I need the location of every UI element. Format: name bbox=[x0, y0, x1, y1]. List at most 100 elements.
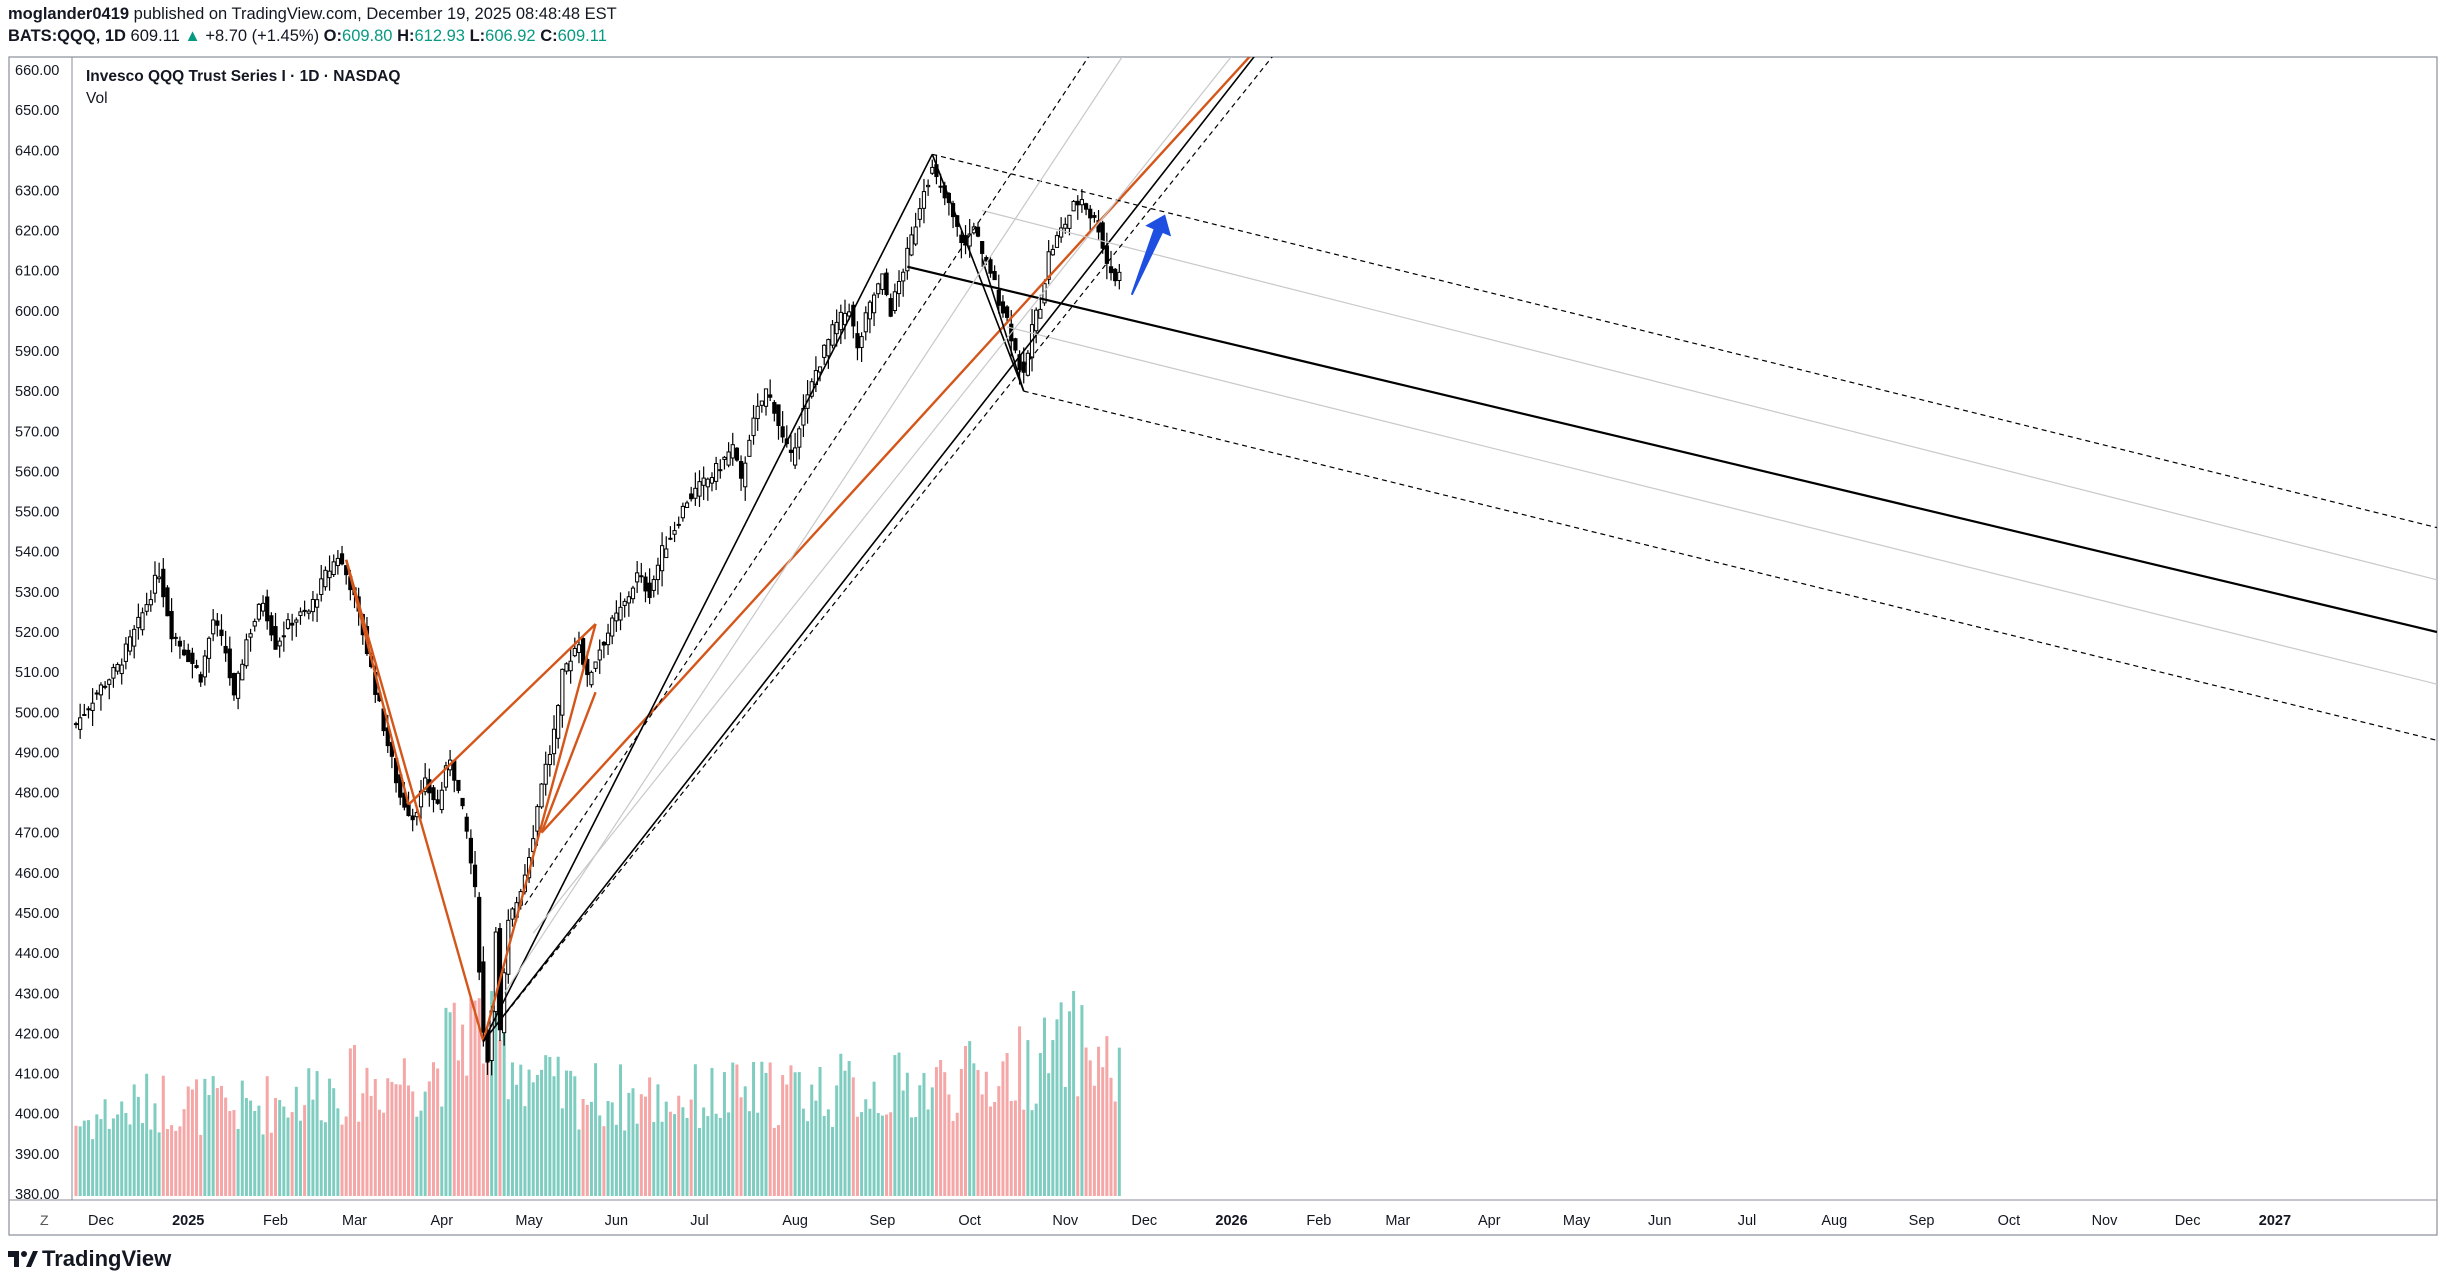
volume-bar bbox=[265, 1076, 269, 1196]
volume-bar bbox=[677, 1095, 681, 1196]
price-tick-label: 430.00 bbox=[15, 986, 59, 1002]
volume-bar bbox=[606, 1100, 610, 1196]
volume-bar bbox=[128, 1124, 132, 1196]
volume-bar bbox=[747, 1111, 751, 1196]
volume-bar bbox=[581, 1098, 585, 1196]
time-tick-label: Jul bbox=[690, 1213, 709, 1229]
candle-body bbox=[456, 779, 461, 791]
volume-bar bbox=[1022, 1109, 1026, 1196]
volume-bar bbox=[352, 1044, 356, 1196]
candle-body bbox=[938, 185, 943, 188]
volume-bar bbox=[224, 1097, 228, 1196]
candle-body bbox=[576, 644, 582, 653]
volume-bar bbox=[959, 1068, 963, 1196]
black-pattern-up-leg[interactable] bbox=[981, 258, 1025, 392]
channel-lower-dashed[interactable] bbox=[482, 0, 1364, 1042]
candle-body bbox=[423, 777, 428, 793]
candle-body bbox=[290, 622, 295, 626]
change-up-icon: ▲ bbox=[184, 27, 201, 45]
candle-body bbox=[431, 787, 436, 801]
candle-body bbox=[211, 619, 216, 635]
candle-body bbox=[817, 366, 823, 373]
price-tick-label: 490.00 bbox=[15, 745, 59, 761]
channel-lower-grey[interactable] bbox=[532, 0, 1323, 934]
channel-upper-dashed[interactable] bbox=[524, 0, 1165, 906]
candle-body bbox=[1075, 200, 1080, 206]
pitchfork-inner-upper[interactable] bbox=[982, 209, 2437, 581]
volume-bar bbox=[589, 1101, 593, 1196]
volume-bar bbox=[577, 1129, 581, 1196]
pitchfork-lower-dashed[interactable] bbox=[1023, 390, 2437, 741]
volume-bar bbox=[290, 1112, 294, 1196]
volume-bar bbox=[918, 1085, 922, 1196]
candle-body bbox=[302, 609, 307, 612]
volume-bar bbox=[627, 1092, 631, 1196]
timezone-label[interactable]: Z bbox=[40, 1212, 49, 1228]
price-tick-label: 440.00 bbox=[15, 946, 59, 962]
candle-body bbox=[572, 647, 577, 657]
channel-upper-grey[interactable] bbox=[503, 0, 1198, 994]
candle-body bbox=[410, 815, 415, 821]
price-tick-label: 540.00 bbox=[15, 545, 59, 561]
volume-bar bbox=[219, 1085, 223, 1196]
projection-arrow[interactable] bbox=[1130, 214, 1172, 296]
candle-body bbox=[605, 632, 611, 646]
volume-bar bbox=[103, 1099, 107, 1196]
candle-body bbox=[161, 568, 166, 598]
candle-body bbox=[260, 602, 266, 612]
candle-body bbox=[643, 576, 648, 592]
pitchfork-median[interactable] bbox=[907, 265, 2437, 634]
orange-pattern-A-B[interactable] bbox=[407, 623, 597, 806]
arrow-layer[interactable] bbox=[1130, 214, 1172, 296]
volume-bar bbox=[826, 1109, 830, 1196]
price-tick-label: 600.00 bbox=[15, 304, 59, 320]
volume-bar bbox=[785, 1084, 789, 1196]
candle-body bbox=[556, 705, 561, 739]
volume-bar bbox=[99, 1119, 103, 1196]
time-tick-label: Aug bbox=[782, 1213, 808, 1229]
volume-bar bbox=[382, 1112, 386, 1196]
black-pattern-top-leg[interactable] bbox=[482, 153, 933, 1042]
drawing-tools[interactable] bbox=[345, 0, 2437, 1042]
candle-body bbox=[992, 271, 997, 281]
black-pattern-down-leg[interactable] bbox=[931, 154, 1025, 392]
orange-pattern-X-C[interactable] bbox=[345, 559, 485, 1042]
candle-body bbox=[240, 663, 245, 681]
publish-date: published on TradingView.com, December 1… bbox=[133, 5, 617, 23]
volume-bar bbox=[519, 1064, 523, 1196]
tradingview-logo[interactable]: TradingView bbox=[8, 1246, 171, 1272]
black-trend-line-upper[interactable] bbox=[482, 22, 1281, 1042]
time-tick-label: Nov bbox=[1052, 1213, 1079, 1229]
price-axis[interactable]: 660.00 650.00 640.00 630.00 620.00 610.00 600.… bbox=[15, 63, 59, 1203]
candle-body bbox=[78, 717, 83, 730]
volume-bar bbox=[540, 1069, 544, 1196]
orange-pattern-C-D[interactable] bbox=[482, 623, 597, 1042]
pitchfork-inner-lower[interactable] bbox=[1006, 326, 2437, 685]
volume-bar bbox=[232, 1110, 236, 1196]
candle-body bbox=[152, 574, 158, 594]
orange-trend-line[interactable] bbox=[540, 22, 1282, 834]
pitchfork-upper-dashed[interactable] bbox=[932, 153, 2437, 529]
candle-body bbox=[635, 572, 640, 583]
time-tick-label: Feb bbox=[263, 1213, 288, 1229]
volume-bar bbox=[731, 1062, 735, 1196]
symbol-label[interactable]: BATS:QQQ, 1D bbox=[8, 27, 126, 45]
candle-body bbox=[1017, 354, 1022, 371]
volume-bar bbox=[548, 1056, 552, 1196]
volume-bar bbox=[120, 1101, 124, 1196]
volume-bar bbox=[419, 1110, 423, 1196]
candle-body bbox=[896, 280, 902, 295]
candle-body bbox=[930, 166, 935, 174]
orange-pattern-E-F[interactable] bbox=[540, 691, 597, 834]
candle-body bbox=[639, 575, 644, 578]
publisher-name[interactable]: moglander0419 bbox=[8, 5, 130, 23]
time-tick-label: Dec bbox=[88, 1213, 114, 1229]
candle-body bbox=[460, 797, 465, 807]
volume-bar bbox=[415, 1116, 419, 1196]
candle-body bbox=[510, 908, 515, 920]
candle-body bbox=[86, 708, 91, 711]
volume-bar bbox=[735, 1064, 739, 1196]
time-axis[interactable]: Dec 2025 Feb Mar Apr May Jun Jul Aug Sep Oct Nov Dec… bbox=[88, 1213, 2291, 1229]
volume-bar bbox=[1005, 1053, 1009, 1196]
